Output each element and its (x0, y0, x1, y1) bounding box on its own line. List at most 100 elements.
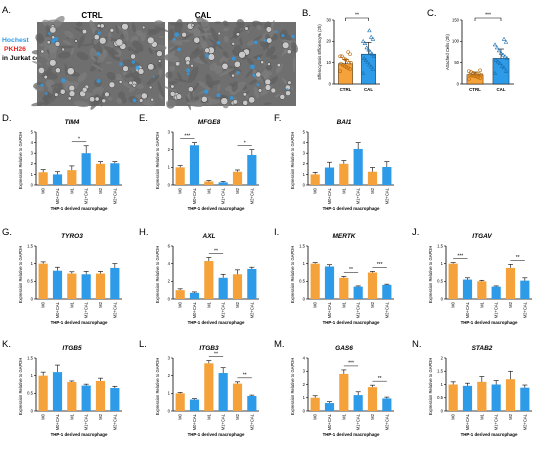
y-tick-label: 1.5 (27, 355, 33, 360)
x-tick-label: M2+CAL (112, 301, 117, 318)
x-tick-label: M1 (206, 413, 211, 419)
y-tick-label: 6 (168, 243, 171, 248)
x-tick-label: M0+CAL (327, 301, 332, 318)
data-point (340, 54, 344, 59)
micrograph-texture (131, 49, 139, 54)
y-tick-label: 2 (441, 355, 444, 360)
x-tick-label: M2+CAL (384, 301, 389, 318)
hoechst-stained-cell (229, 96, 234, 100)
y-tick-label: 1 (168, 165, 171, 170)
gene-title: GAS6 (335, 345, 353, 352)
micrograph-texture (32, 61, 42, 65)
x-tick-label: M2 (235, 187, 240, 193)
cell (122, 65, 129, 72)
cell (260, 60, 265, 65)
x-tick-label: M1+CAL (84, 413, 89, 430)
micrograph-texture (186, 101, 203, 108)
data-point (338, 69, 342, 73)
micrograph-texture (214, 21, 222, 24)
cell (287, 80, 292, 85)
bar (520, 280, 530, 299)
panel-label: L. (139, 339, 147, 350)
cell (276, 63, 281, 68)
cell (150, 97, 155, 102)
micrograph-texture (136, 30, 143, 37)
bar (367, 171, 378, 185)
panel-h: H. AXL 0 2 4 6 Expression Relative to GAPDH M0 M… (139, 227, 259, 325)
hoechst-stained-cell (216, 40, 221, 45)
hoechst-stained-cell (152, 75, 155, 78)
panel-b: B. 0 10 20 30 Efferocytosis Efficiency% (2h) C… (302, 8, 380, 92)
x-tick-label: M0+CAL (55, 413, 60, 430)
x-axis-label: THP-1 derived macrophage (188, 432, 245, 437)
bar (81, 274, 91, 299)
x-tick-label: M1 (69, 413, 74, 419)
bar (505, 267, 516, 299)
x-tick-label: M1 (69, 301, 74, 307)
cell (46, 40, 51, 45)
micrograph-texture (116, 98, 123, 104)
cell (141, 92, 148, 100)
legend-hoechst: Hochest (2, 37, 30, 44)
cell (257, 88, 263, 93)
x-tick-label: M1+CAL (221, 301, 226, 318)
y-axis-label: Expression Relative to GAPDH (18, 358, 23, 416)
cell (156, 50, 163, 57)
micrograph-texture (246, 57, 254, 66)
y-tick-label: 2 (303, 382, 306, 387)
data-point (341, 63, 345, 67)
x-tick-label: M2 (370, 187, 375, 193)
micrograph-texture (77, 72, 88, 83)
legend-pkh26: PKH26 (4, 46, 26, 53)
micrograph-texture (117, 77, 131, 89)
data-point (349, 60, 353, 65)
panel-n: N. STAB2 0 0.5 1 1.5 2 Expression Relative to G… (412, 339, 532, 437)
micrograph-texture (269, 76, 279, 85)
y-axis-label: Expression Relative to GAPDH (290, 246, 295, 304)
cell (191, 23, 195, 27)
micrograph-cal (163, 16, 298, 111)
x-tick-label: M1 (341, 413, 346, 419)
bar (339, 277, 349, 299)
cell (266, 37, 273, 44)
data-point (367, 28, 372, 33)
micrograph-texture (236, 19, 245, 29)
micrograph-texture (266, 71, 272, 76)
cell (81, 29, 88, 35)
x-tick-label: M2 (370, 413, 375, 419)
data-point (473, 71, 477, 76)
micrograph-texture (231, 81, 238, 93)
significance-label: *** (377, 262, 383, 268)
micrograph-texture (157, 62, 162, 68)
x-tick-label: M1 (341, 187, 346, 193)
y-tick-label: 4 (303, 140, 306, 145)
x-tick-label: M2+CAL (522, 413, 527, 430)
micrograph-texture (217, 83, 221, 92)
cell (137, 68, 145, 75)
micrograph-texture (290, 41, 298, 53)
y-tick-label: 0 (303, 296, 306, 301)
panel-label-a: A. (2, 5, 11, 16)
significance-bracket (474, 17, 502, 21)
hoechst-stained-cell (254, 40, 258, 45)
x-tick-label: M0 (313, 301, 318, 307)
bar (382, 166, 392, 185)
cell (49, 26, 57, 34)
micrograph-texture (154, 25, 169, 32)
data-point (467, 77, 471, 81)
panel-label: M. (274, 339, 285, 350)
micrograph-texture (198, 55, 208, 64)
y-tick-label: 1 (303, 395, 306, 400)
y-tick-label: 5 (303, 129, 306, 134)
panel-label: B. (302, 8, 311, 19)
hoechst-stained-cell (264, 38, 268, 42)
x-tick-label: M1 (479, 413, 484, 419)
micrograph-texture (57, 51, 72, 59)
data-point (475, 71, 479, 76)
bar (339, 163, 349, 185)
micrograph-texture (249, 78, 258, 85)
x-axis-label: THP-1 derived macrophage (188, 206, 245, 211)
panel-label: C. (427, 8, 437, 19)
x-tick-label: M0+CAL (192, 187, 197, 204)
y-tick-label: 0 (31, 408, 34, 413)
